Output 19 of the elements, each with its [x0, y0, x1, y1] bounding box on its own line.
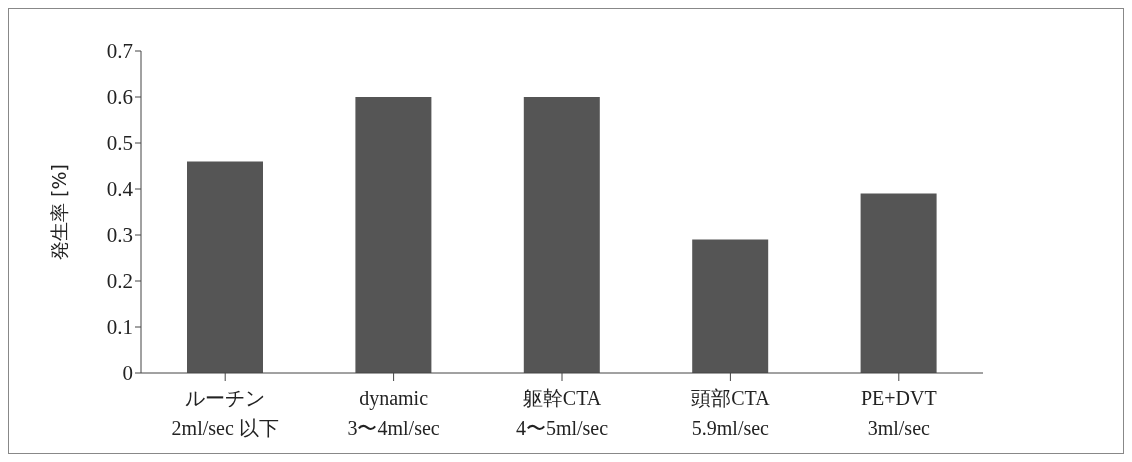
bar — [860, 193, 937, 373]
x-tick-label: 躯幹CTA 4〜5ml/sec — [515, 387, 609, 439]
x-tick-label: dynamic 3〜4ml/sec — [347, 387, 440, 439]
y-tick-label: 0.1 — [106, 315, 133, 340]
y-axis-title: 発生率 [%] — [47, 164, 70, 260]
bar — [355, 97, 432, 373]
bar — [187, 161, 263, 373]
y-tick-label: 0.7 — [106, 39, 133, 64]
y-tick-label: 0 — [122, 361, 133, 386]
x-tick-label: PE+DVT 3ml/sec — [860, 387, 937, 439]
y-tick-label: 0.6 — [106, 85, 133, 110]
y-tick-label: 0.3 — [106, 223, 133, 248]
bar — [692, 239, 769, 373]
x-tick-label: ルーチン 2ml/sec 以下 — [171, 387, 279, 439]
bar — [523, 97, 600, 373]
y-tick-label: 0.5 — [106, 131, 133, 156]
y-tick-label: 0.4 — [106, 177, 134, 202]
y-tick-label: 0.2 — [106, 269, 133, 294]
x-tick-label: 頭部CTA 5.9ml/sec — [691, 387, 771, 439]
